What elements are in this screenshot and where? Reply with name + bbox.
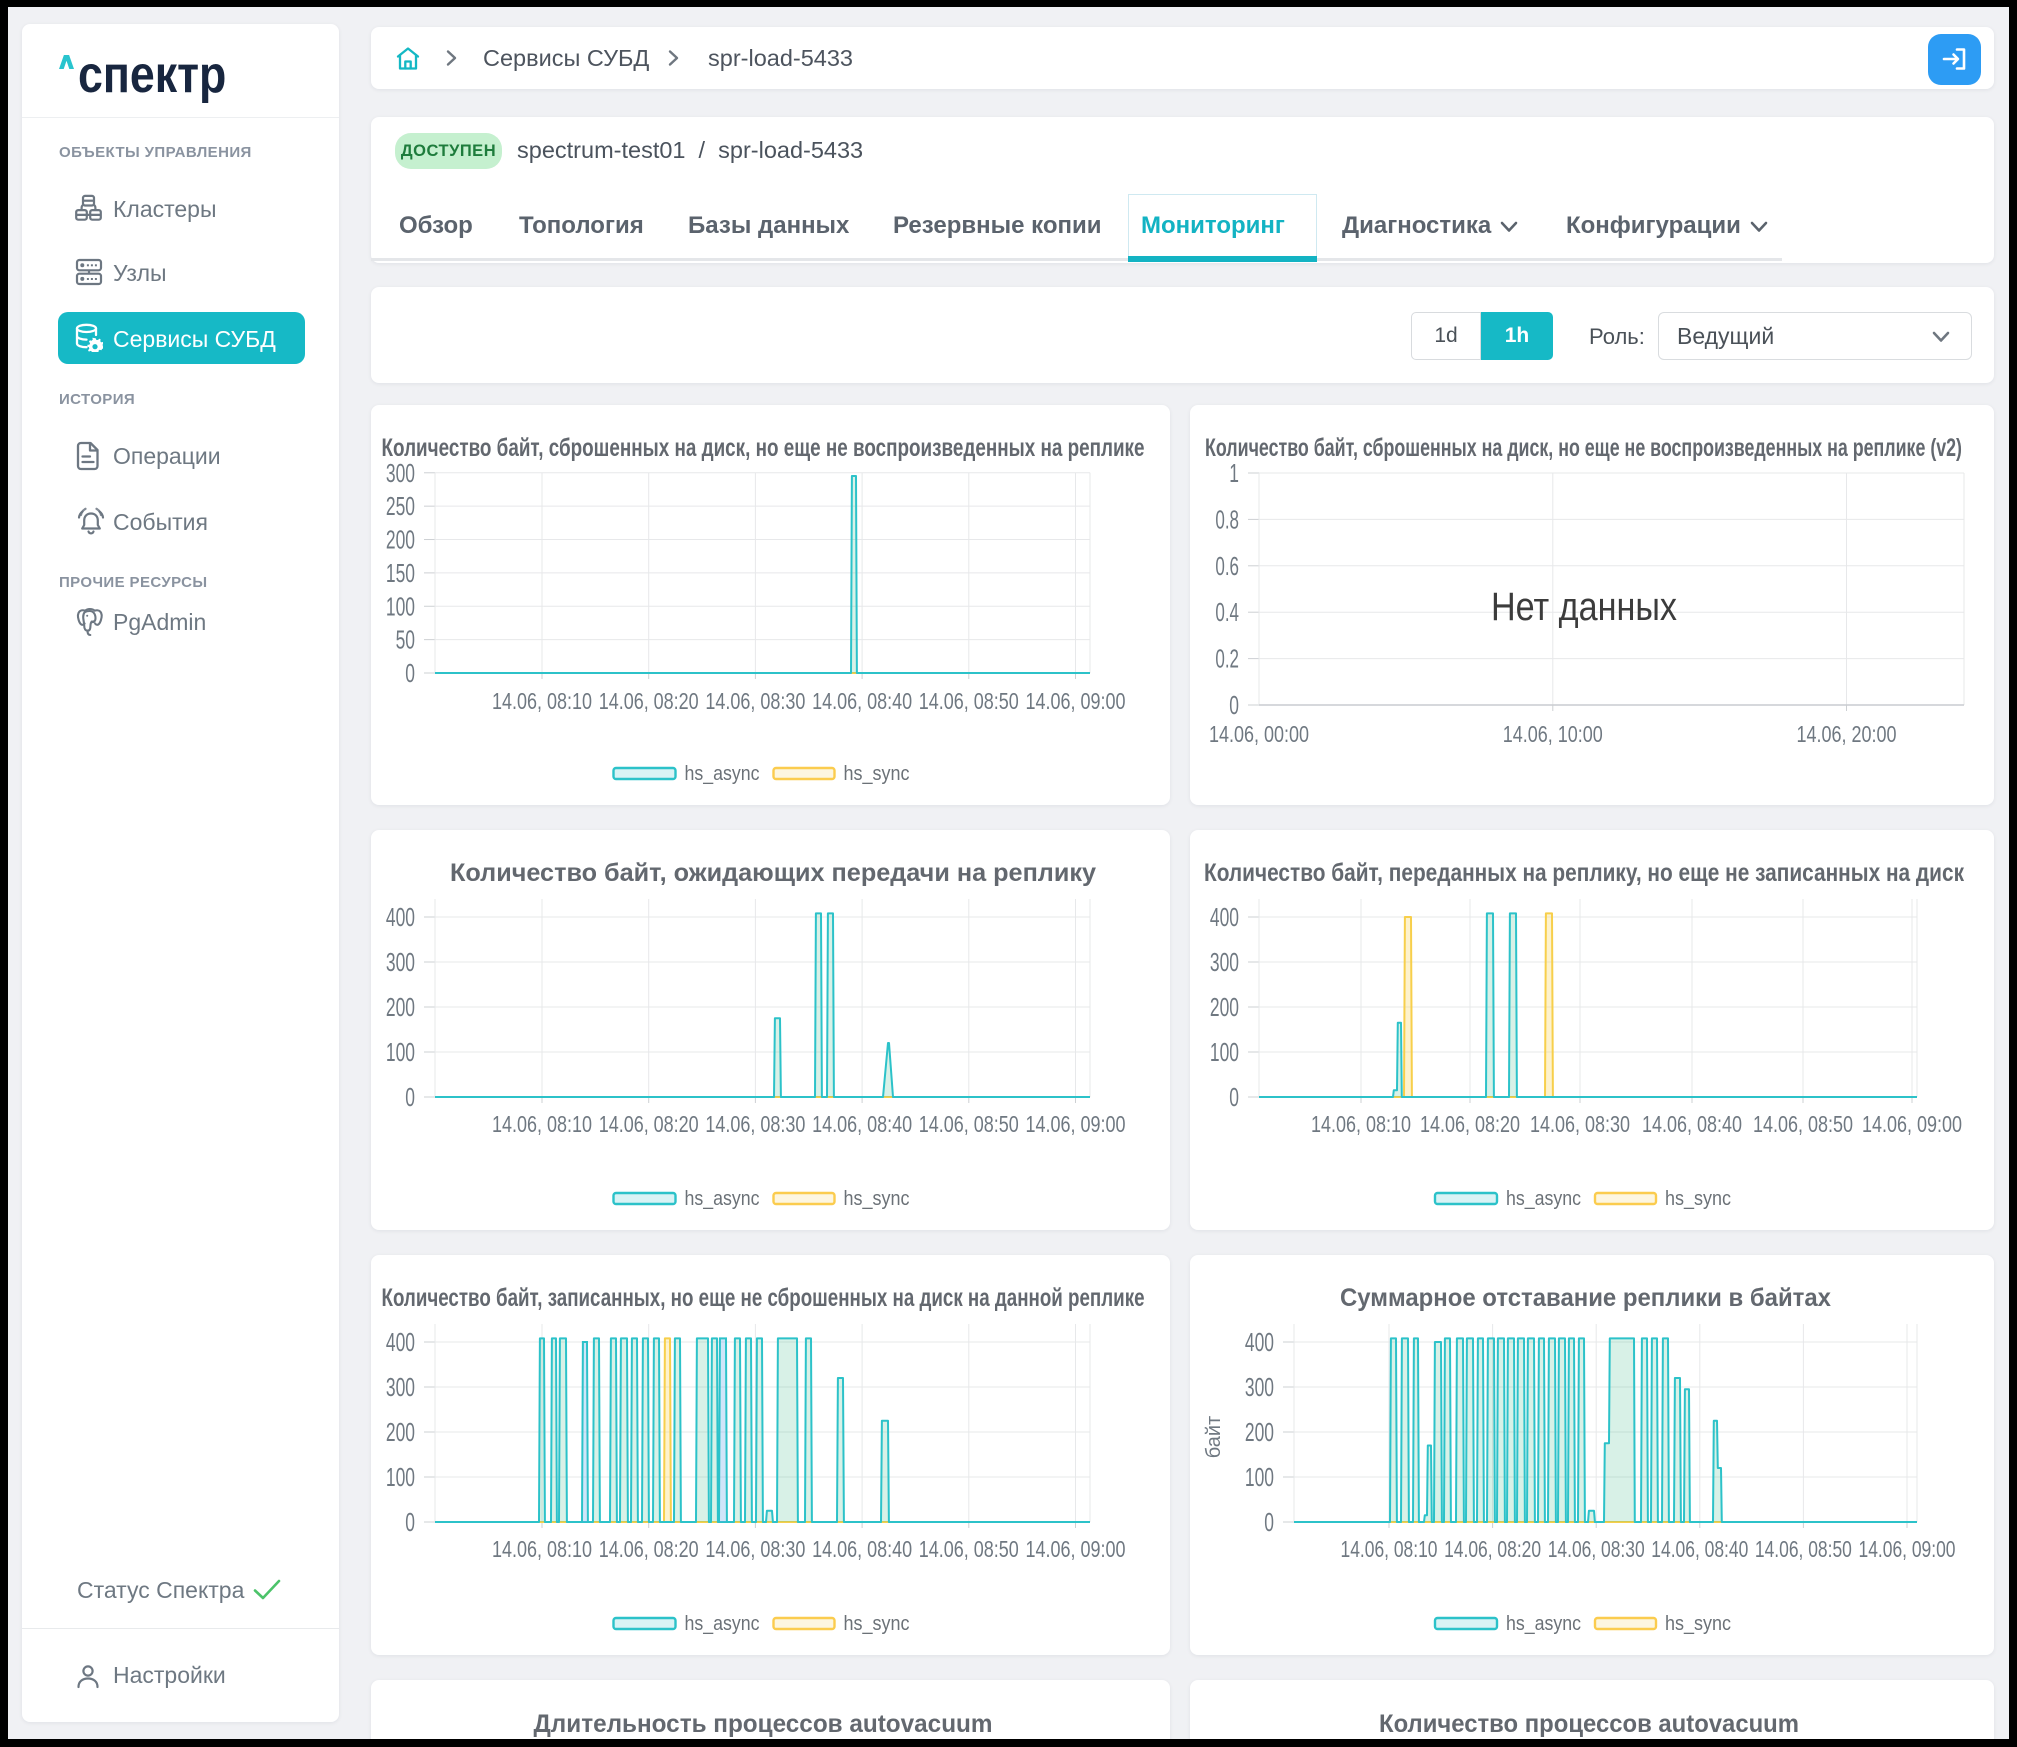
svg-text:14.06, 08:20: 14.06, 08:20 xyxy=(599,1111,699,1137)
svg-text:250: 250 xyxy=(386,491,415,521)
svg-text:14.06, 09:00: 14.06, 09:00 xyxy=(1862,1111,1962,1137)
svg-text:0: 0 xyxy=(1229,1082,1239,1112)
svg-text:14.06, 09:00: 14.06, 09:00 xyxy=(1859,1536,1956,1562)
svg-text:200: 200 xyxy=(1245,1417,1274,1447)
svg-text:100: 100 xyxy=(386,1037,415,1067)
svg-text:hs_async: hs_async xyxy=(685,1613,760,1635)
svg-text:300: 300 xyxy=(1210,947,1239,977)
svg-text:14.06, 08:10: 14.06, 08:10 xyxy=(492,1111,592,1137)
svg-text:14.06, 08:50: 14.06, 08:50 xyxy=(919,1536,1019,1562)
svg-text:Количество байт, ожидающих пер: Количество байт, ожидающих передачи на р… xyxy=(450,859,1096,887)
svg-text:hs_async: hs_async xyxy=(1506,1188,1581,1210)
svg-text:14.06, 08:30: 14.06, 08:30 xyxy=(1548,1536,1645,1562)
svg-text:hs_sync: hs_sync xyxy=(1665,1613,1731,1635)
svg-text:400: 400 xyxy=(386,1327,415,1357)
svg-text:14.06, 08:20: 14.06, 08:20 xyxy=(599,1536,699,1562)
svg-text:0.6: 0.6 xyxy=(1215,551,1239,581)
svg-text:14.06, 08:30: 14.06, 08:30 xyxy=(705,688,805,714)
svg-text:200: 200 xyxy=(386,525,415,555)
svg-text:Нет данных: Нет данных xyxy=(1491,585,1677,629)
svg-text:14.06, 08:30: 14.06, 08:30 xyxy=(705,1111,805,1137)
svg-text:14.06, 08:50: 14.06, 08:50 xyxy=(919,1111,1019,1137)
svg-text:200: 200 xyxy=(386,1417,415,1447)
svg-text:14.06, 08:40: 14.06, 08:40 xyxy=(1642,1111,1742,1137)
svg-text:150: 150 xyxy=(386,558,415,588)
svg-text:14.06, 08:50: 14.06, 08:50 xyxy=(1755,1536,1852,1562)
svg-text:14.06, 08:10: 14.06, 08:10 xyxy=(1341,1536,1438,1562)
svg-text:400: 400 xyxy=(1210,902,1239,932)
svg-text:байт: байт xyxy=(1203,1416,1225,1458)
svg-text:14.06, 08:20: 14.06, 08:20 xyxy=(599,688,699,714)
svg-text:Количество байт, записанных, н: Количество байт, записанных, но еще не с… xyxy=(382,1284,1145,1312)
svg-text:1: 1 xyxy=(1229,458,1239,488)
svg-text:14.06, 08:50: 14.06, 08:50 xyxy=(919,688,1019,714)
svg-text:Количество байт, сброшенных на: Количество байт, сброшенных на диск, но … xyxy=(382,434,1145,462)
svg-text:300: 300 xyxy=(386,458,415,488)
svg-text:hs_sync: hs_sync xyxy=(844,763,910,785)
svg-text:200: 200 xyxy=(1210,992,1239,1022)
svg-text:Количество процессов autovacuu: Количество процессов autovacuum xyxy=(1379,1710,1799,1738)
svg-text:50: 50 xyxy=(396,625,415,655)
svg-text:14.06, 20:00: 14.06, 20:00 xyxy=(1797,721,1897,747)
svg-text:14.06, 09:00: 14.06, 09:00 xyxy=(1026,688,1126,714)
svg-text:14.06, 00:00: 14.06, 00:00 xyxy=(1209,721,1309,747)
svg-text:14.06, 08:10: 14.06, 08:10 xyxy=(492,1536,592,1562)
svg-text:0: 0 xyxy=(405,1082,415,1112)
svg-text:100: 100 xyxy=(1210,1037,1239,1067)
svg-text:0.8: 0.8 xyxy=(1215,504,1239,534)
svg-text:0: 0 xyxy=(405,658,415,688)
svg-text:400: 400 xyxy=(1245,1327,1274,1357)
svg-text:Длительность процессов autovac: Длительность процессов autovacuum xyxy=(534,1710,993,1738)
svg-text:14.06, 08:40: 14.06, 08:40 xyxy=(812,1111,912,1137)
svg-text:14.06, 08:50: 14.06, 08:50 xyxy=(1753,1111,1853,1137)
svg-text:hs_sync: hs_sync xyxy=(844,1613,910,1635)
svg-text:14.06, 08:20: 14.06, 08:20 xyxy=(1444,1536,1541,1562)
svg-text:hs_sync: hs_sync xyxy=(1665,1188,1731,1210)
svg-text:300: 300 xyxy=(386,1372,415,1402)
svg-text:100: 100 xyxy=(386,1462,415,1492)
svg-text:100: 100 xyxy=(1245,1462,1274,1492)
svg-text:Количество байт, переданных на: Количество байт, переданных на реплику, … xyxy=(1204,859,1964,887)
svg-text:14.06, 08:20: 14.06, 08:20 xyxy=(1420,1111,1520,1137)
svg-text:0: 0 xyxy=(1229,690,1239,720)
svg-text:14.06, 09:00: 14.06, 09:00 xyxy=(1026,1111,1126,1137)
svg-text:14.06, 08:40: 14.06, 08:40 xyxy=(812,1536,912,1562)
svg-text:14.06, 08:10: 14.06, 08:10 xyxy=(1311,1111,1411,1137)
svg-text:Количество байт, сброшенных на: Количество байт, сброшенных на диск, но … xyxy=(1205,434,1962,462)
svg-text:hs_async: hs_async xyxy=(685,763,760,785)
svg-text:14.06, 09:00: 14.06, 09:00 xyxy=(1026,1536,1126,1562)
svg-text:400: 400 xyxy=(386,902,415,932)
svg-text:14.06, 08:30: 14.06, 08:30 xyxy=(705,1536,805,1562)
svg-text:hs_async: hs_async xyxy=(1506,1613,1581,1635)
svg-text:14.06, 08:30: 14.06, 08:30 xyxy=(1530,1111,1630,1137)
svg-text:hs_sync: hs_sync xyxy=(844,1188,910,1210)
svg-text:300: 300 xyxy=(1245,1372,1274,1402)
svg-text:0.4: 0.4 xyxy=(1215,597,1239,627)
svg-text:14.06, 08:10: 14.06, 08:10 xyxy=(492,688,592,714)
svg-text:14.06, 10:00: 14.06, 10:00 xyxy=(1503,721,1603,747)
svg-text:14.06, 08:40: 14.06, 08:40 xyxy=(1651,1536,1748,1562)
svg-text:0: 0 xyxy=(1264,1507,1274,1537)
svg-text:Суммарное отставание реплики в: Суммарное отставание реплики в байтах xyxy=(1340,1284,1831,1312)
svg-text:0: 0 xyxy=(405,1507,415,1537)
svg-text:14.06, 08:40: 14.06, 08:40 xyxy=(812,688,912,714)
svg-text:100: 100 xyxy=(386,591,415,621)
svg-text:hs_async: hs_async xyxy=(685,1188,760,1210)
svg-text:0.2: 0.2 xyxy=(1215,644,1239,674)
svg-text:300: 300 xyxy=(386,947,415,977)
svg-text:200: 200 xyxy=(386,992,415,1022)
